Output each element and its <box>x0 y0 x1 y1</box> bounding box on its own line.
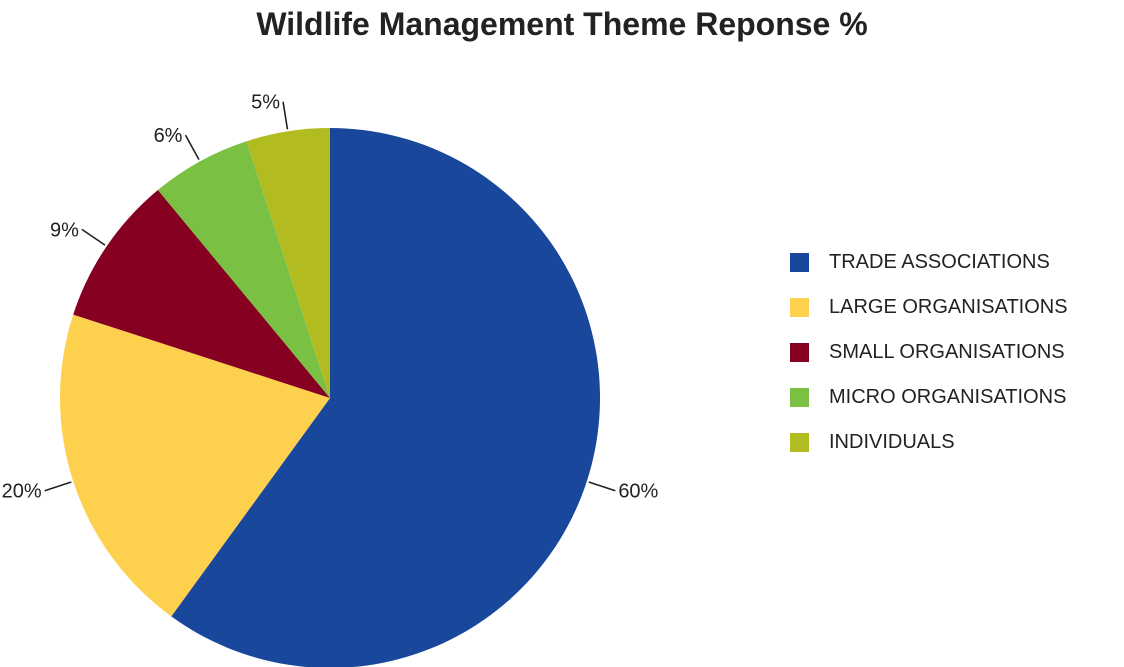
data-label-large-organisations: 20% <box>2 481 42 503</box>
legend: TRADE ASSOCIATIONS LARGE ORGANISATIONS S… <box>790 250 1068 477</box>
data-label-trade-associations: 60% <box>618 481 658 503</box>
leader-line-micro-organisations <box>184 134 200 161</box>
legend-label: INDIVIDUALS <box>829 430 955 453</box>
legend-item-micro-organisations: MICRO ORGANISATIONS <box>790 385 1068 408</box>
pie-slice-individuals <box>246 128 330 398</box>
pie-slice-small-organisations <box>73 189 331 398</box>
legend-label: SMALL ORGANISATIONS <box>829 340 1065 363</box>
legend-swatch <box>790 297 809 317</box>
legend-item-individuals: INDIVIDUALS <box>790 430 1068 453</box>
legend-swatch <box>790 387 809 407</box>
pie-slice-trade-associations <box>171 128 600 667</box>
legend-swatch <box>790 432 809 452</box>
leader-line-trade-associations <box>588 481 616 492</box>
legend-item-small-organisations: SMALL ORGANISATIONS <box>790 340 1068 363</box>
data-labels: 60% 20% 9% 6% 5% <box>2 92 659 503</box>
data-label-individuals: 5% <box>251 92 280 114</box>
chart-title: Wildlife Management Theme Reponse % <box>256 6 868 42</box>
pie-slices <box>59 128 600 667</box>
pie-slice-large-organisations <box>59 314 331 617</box>
legend-label: LARGE ORGANISATIONS <box>829 295 1068 318</box>
leader-line-small-organisations <box>81 228 106 246</box>
leader-line-individuals <box>282 101 289 130</box>
legend-label: TRADE ASSOCIATIONS <box>829 250 1050 273</box>
leader-line-large-organisations <box>44 481 72 492</box>
legend-item-trade-associations: TRADE ASSOCIATIONS <box>790 250 1068 273</box>
data-label-micro-organisations: 6% <box>154 125 183 147</box>
pie-slice-micro-organisations <box>157 141 330 398</box>
data-label-small-organisations: 9% <box>50 219 79 241</box>
legend-swatch <box>790 342 809 362</box>
label-leader-lines <box>44 101 616 492</box>
legend-swatch <box>790 252 809 272</box>
legend-label: MICRO ORGANISATIONS <box>829 385 1067 408</box>
legend-item-large-organisations: LARGE ORGANISATIONS <box>790 295 1068 318</box>
